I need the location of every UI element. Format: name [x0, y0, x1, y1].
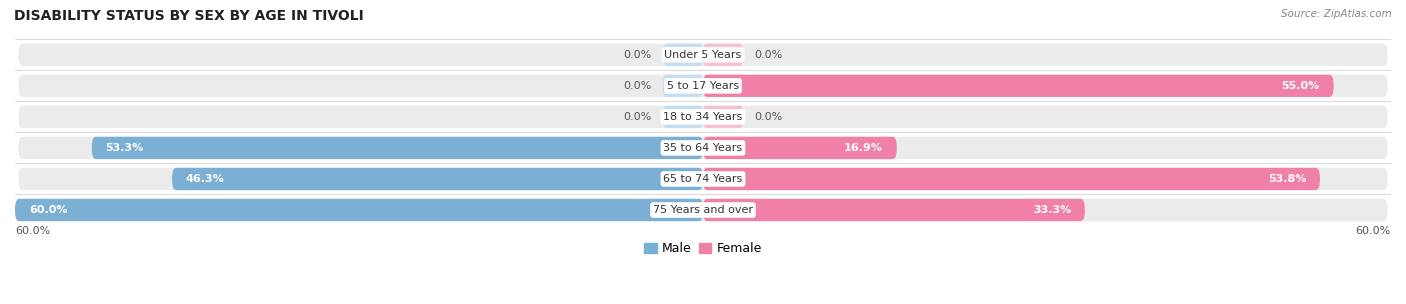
Text: 35 to 64 Years: 35 to 64 Years: [664, 143, 742, 153]
Text: 65 to 74 Years: 65 to 74 Years: [664, 174, 742, 184]
Text: 16.9%: 16.9%: [844, 143, 883, 153]
FancyBboxPatch shape: [15, 199, 703, 221]
FancyBboxPatch shape: [703, 106, 744, 128]
Text: DISABILITY STATUS BY SEX BY AGE IN TIVOLI: DISABILITY STATUS BY SEX BY AGE IN TIVOL…: [14, 9, 364, 23]
Text: 0.0%: 0.0%: [623, 112, 651, 122]
FancyBboxPatch shape: [18, 168, 1388, 190]
Legend: Male, Female: Male, Female: [640, 237, 766, 260]
Text: 5 to 17 Years: 5 to 17 Years: [666, 81, 740, 91]
Text: Under 5 Years: Under 5 Years: [665, 50, 741, 60]
Text: 60.0%: 60.0%: [28, 205, 67, 215]
Text: Source: ZipAtlas.com: Source: ZipAtlas.com: [1281, 9, 1392, 19]
FancyBboxPatch shape: [703, 44, 744, 66]
FancyBboxPatch shape: [91, 137, 703, 159]
Text: 0.0%: 0.0%: [755, 50, 783, 60]
FancyBboxPatch shape: [662, 44, 703, 66]
Text: 46.3%: 46.3%: [186, 174, 225, 184]
Text: 53.3%: 53.3%: [105, 143, 143, 153]
Text: 60.0%: 60.0%: [15, 226, 51, 236]
FancyBboxPatch shape: [18, 106, 1388, 128]
Text: 0.0%: 0.0%: [623, 81, 651, 91]
FancyBboxPatch shape: [662, 75, 703, 97]
FancyBboxPatch shape: [703, 75, 1334, 97]
FancyBboxPatch shape: [18, 75, 1388, 97]
FancyBboxPatch shape: [703, 199, 1085, 221]
Text: 0.0%: 0.0%: [755, 112, 783, 122]
Text: 18 to 34 Years: 18 to 34 Years: [664, 112, 742, 122]
FancyBboxPatch shape: [703, 137, 897, 159]
FancyBboxPatch shape: [18, 44, 1388, 66]
Text: 53.8%: 53.8%: [1268, 174, 1306, 184]
FancyBboxPatch shape: [18, 137, 1388, 159]
FancyBboxPatch shape: [18, 199, 1388, 221]
FancyBboxPatch shape: [703, 168, 1320, 190]
Text: 75 Years and over: 75 Years and over: [652, 205, 754, 215]
Text: 60.0%: 60.0%: [1355, 226, 1391, 236]
Text: 55.0%: 55.0%: [1282, 81, 1320, 91]
FancyBboxPatch shape: [662, 106, 703, 128]
Text: 0.0%: 0.0%: [623, 50, 651, 60]
FancyBboxPatch shape: [172, 168, 703, 190]
Text: 33.3%: 33.3%: [1033, 205, 1071, 215]
